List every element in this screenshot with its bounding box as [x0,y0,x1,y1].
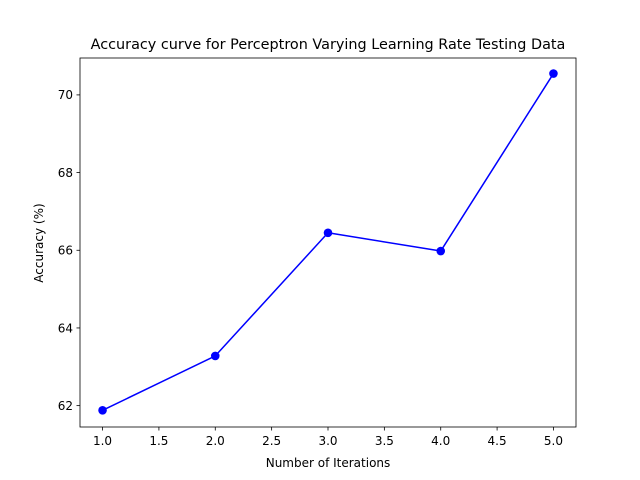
chart-title: Accuracy curve for Perceptron Varying Le… [91,37,566,53]
y-tick-label: 70 [58,88,73,102]
x-tick-label: 2.0 [206,434,225,448]
x-tick-label: 3.0 [318,434,337,448]
x-axis-label: Number of Iterations [266,456,391,470]
y-tick-label: 64 [58,321,73,335]
data-point [98,406,107,415]
x-tick-label: 4.5 [488,434,507,448]
y-axis-label: Accuracy (%) [32,203,46,282]
data-point [210,351,220,361]
x-tick-label: 1.0 [93,434,112,448]
x-tick-label: 2.5 [262,434,281,448]
axes-frame [79,57,577,428]
y-tick-label: 66 [58,244,73,258]
data-point [323,228,333,238]
data-point [436,246,446,256]
data-point [549,69,558,78]
x-tick-label: 3.5 [375,434,394,448]
plot-area: 1.0 1.5 2.0 2.5 3.0 3.5 4.0 4.5 5.0 62 64 66 68 70 [58,57,577,448]
x-tick-label: 1.5 [149,434,168,448]
x-tick-label: 4.0 [431,434,450,448]
y-tick-label: 68 [58,166,73,180]
x-tick-label: 5.0 [544,434,563,448]
y-tick-label: 62 [58,399,73,413]
